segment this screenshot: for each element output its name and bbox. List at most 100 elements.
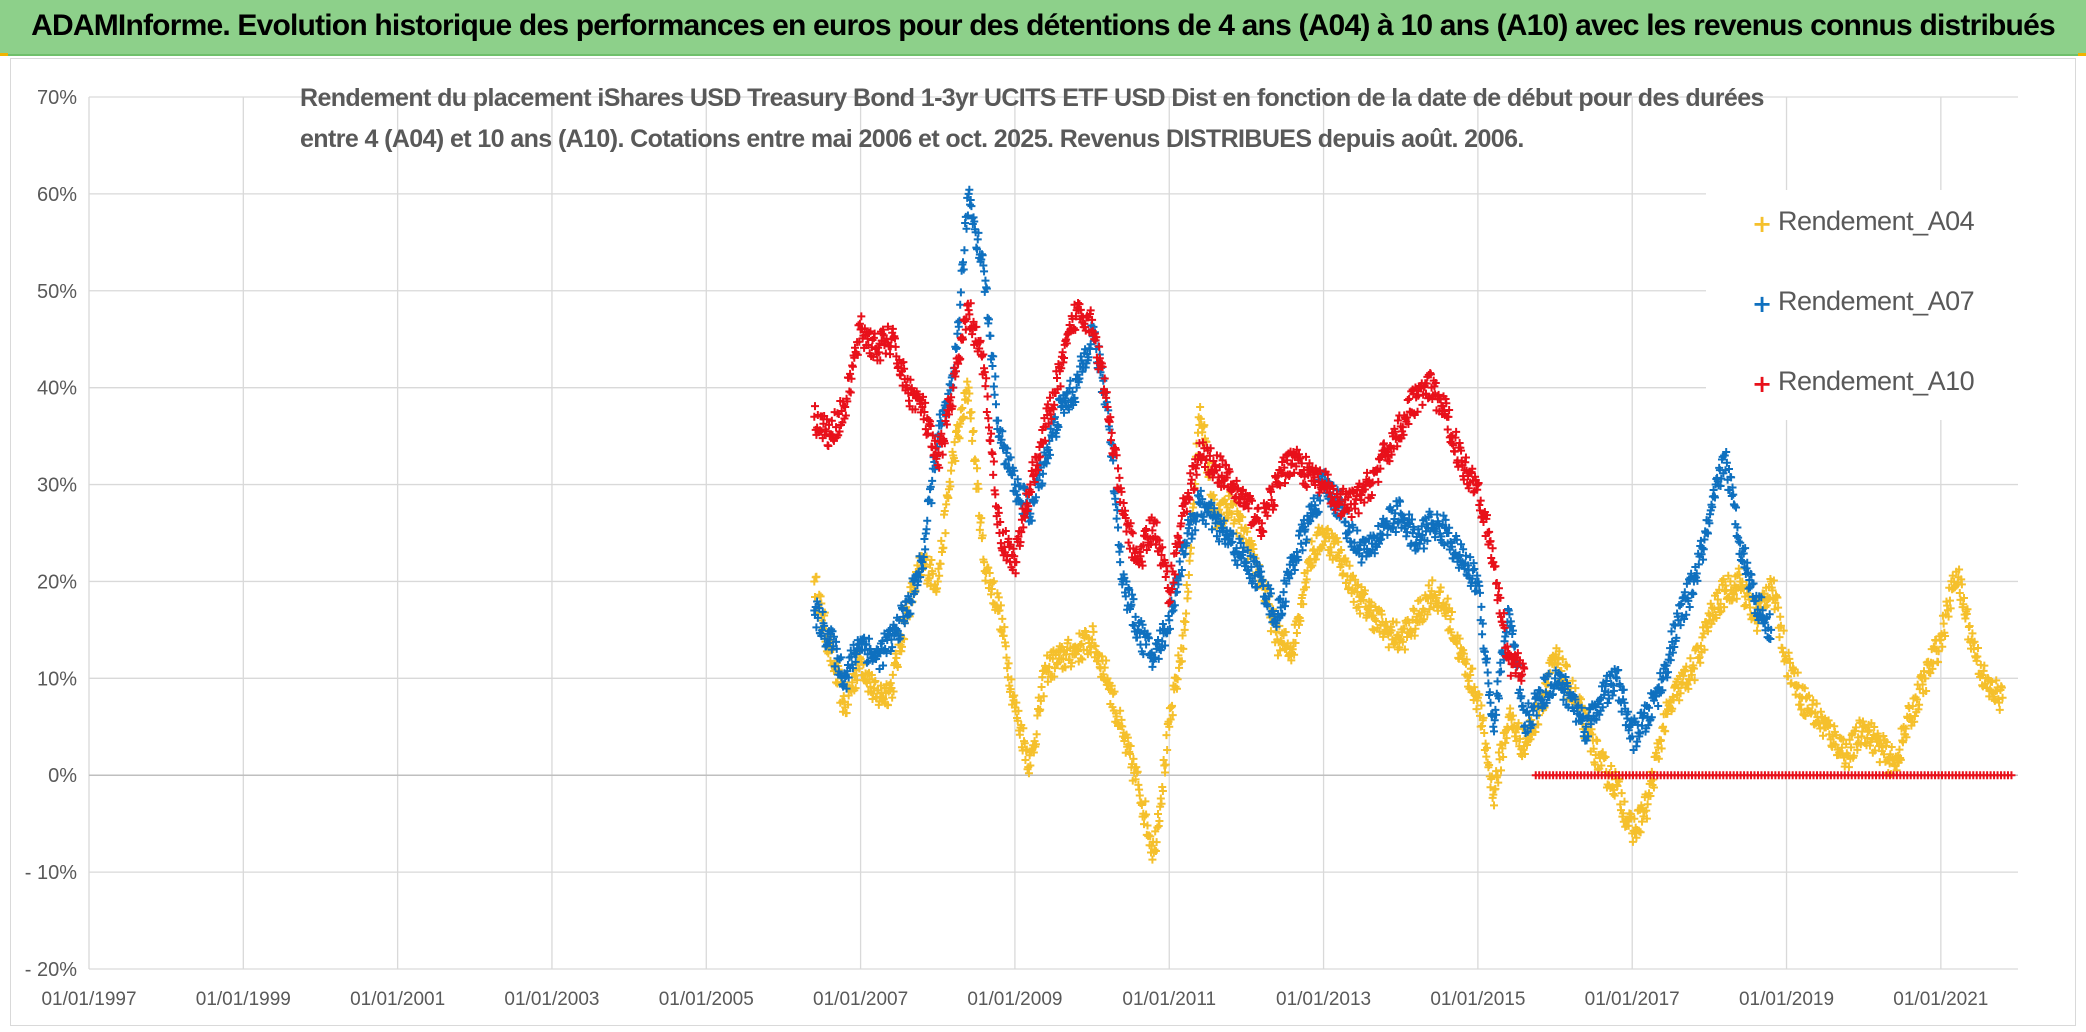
point-rendement-a07 [920,534,929,543]
point-rendement-a04 [998,614,1007,623]
point-rendement-a07 [1439,511,1448,520]
point-rendement-a04 [1381,617,1390,626]
point-rendement-a04 [1649,783,1658,792]
point-rendement-a04 [1488,793,1497,802]
point-rendement-a04 [1287,656,1296,665]
point-rendement-a07 [923,516,932,525]
point-rendement-a07 [1400,514,1409,523]
point-rendement-a07 [982,284,991,293]
data-points [810,185,2016,864]
point-rendement-a07 [1010,480,1019,489]
point-rendement-a07 [1061,394,1070,403]
point-rendement-a10 [857,312,866,321]
point-rendement-a04 [888,693,897,702]
point-rendement-a04 [1988,677,1997,686]
point-rendement-a04 [1849,751,1858,760]
point-rendement-a07 [842,684,851,693]
x-tick-label: 01/01/2003 [504,989,599,1010]
point-rendement-a04 [1019,724,1028,733]
point-rendement-a04 [1462,655,1471,664]
point-rendement-a04 [1593,736,1602,745]
point-rendement-a04 [1939,619,1948,628]
point-rendement-a07 [1445,523,1454,532]
point-rendement-a04 [1963,605,1972,614]
point-rendement-a04 [1003,664,1012,673]
point-rendement-a10 [989,457,998,466]
point-rendement-a07 [820,634,829,643]
y-tick-label: 0% [48,765,77,787]
point-rendement-a07 [1241,559,1250,568]
point-rendement-a04 [974,484,983,493]
point-rendement-a07 [818,626,827,635]
point-rendement-a04 [1630,814,1639,823]
point-rendement-a07 [1470,565,1479,574]
point-rendement-a04 [1661,727,1670,736]
point-rendement-a04 [1041,661,1050,670]
chart-frame [10,58,2076,1026]
point-rendement-a04 [1793,668,1802,677]
point-rendement-a04 [1196,403,1205,412]
point-rendement-a04 [955,434,964,443]
point-rendement-a07 [1122,577,1131,586]
point-rendement-a04 [1243,527,1252,536]
point-rendement-a07 [919,564,928,573]
y-axis-tick-labels: 70% 60% 50% 40% 30% 20% 10% 0% - 10% - 20% [25,87,77,981]
point-rendement-a07 [1370,549,1379,558]
point-rendement-a04 [1031,740,1040,749]
point-rendement-a07 [1158,637,1167,646]
point-rendement-a04 [1053,658,1062,667]
point-rendement-a04 [844,691,853,700]
point-rendement-a04 [826,656,835,665]
point-rendement-a04 [850,671,859,680]
point-rendement-a07 [1508,626,1517,635]
point-rendement-a07 [1654,702,1663,711]
point-rendement-a10 [981,382,990,391]
point-rendement-a04 [1643,800,1652,809]
point-rendement-a04 [1295,620,1304,629]
point-rendement-a07 [1020,484,1029,493]
point-rendement-a04 [1353,587,1362,596]
point-rendement-a04 [1158,786,1167,795]
plus-marker-icon: + [1752,290,1773,318]
point-rendement-a07 [1477,602,1486,611]
point-rendement-a07 [1191,526,1200,535]
point-rendement-a07 [1341,517,1350,526]
point-rendement-a07 [1447,542,1456,551]
point-rendement-a04 [1638,817,1647,826]
point-rendement-a04 [1162,731,1171,740]
point-rendement-a04 [879,695,888,704]
point-rendement-a04 [1684,684,1693,693]
point-rendement-a07 [963,211,972,220]
point-rendement-a04 [1870,746,1879,755]
point-rendement-a04 [1955,588,1964,597]
point-rendement-a07 [990,390,999,399]
point-rendement-a04 [1400,624,1409,633]
point-rendement-a07 [1269,607,1278,616]
point-rendement-a04 [1036,705,1045,714]
point-rendement-a07 [1492,710,1501,719]
point-rendement-a07 [1014,495,1023,504]
point-rendement-a07 [1232,544,1241,553]
point-rendement-a04 [1180,625,1189,634]
point-rendement-a07 [1480,647,1489,656]
point-rendement-a04 [1973,652,1982,661]
point-rendement-a07 [848,664,857,673]
point-rendement-a07 [1066,376,1075,385]
point-rendement-a04 [1354,602,1363,611]
point-rendement-a04 [1123,733,1132,742]
point-rendement-a07 [1279,588,1288,597]
x-tick-label: 01/01/2019 [1739,989,1834,1010]
point-rendement-a04 [1473,696,1482,705]
point-rendement-a07 [1161,641,1170,650]
point-rendement-a07 [1176,572,1185,581]
point-rendement-a07 [1282,579,1291,588]
point-rendement-a04 [1717,607,1726,616]
point-rendement-a07 [1212,532,1221,541]
point-rendement-a04 [1447,607,1456,616]
point-rendement-a07 [1396,497,1405,506]
point-rendement-a04 [1332,534,1341,543]
point-rendement-a04 [1499,753,1508,762]
y-tick-label: 50% [37,281,77,303]
point-rendement-a04 [948,447,957,456]
point-rendement-a07 [1158,620,1167,629]
